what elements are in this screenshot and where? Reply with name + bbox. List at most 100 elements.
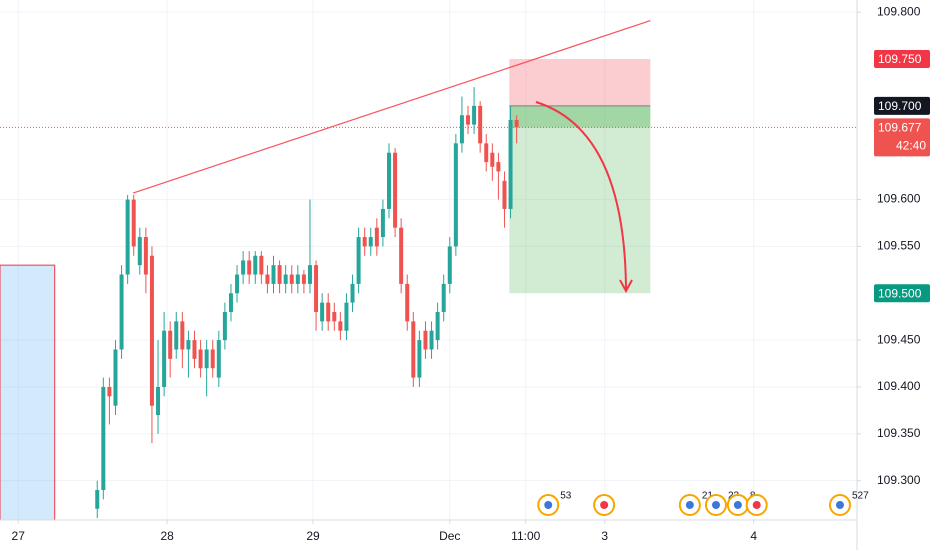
candle-body	[490, 152, 495, 167]
level-label-box	[874, 96, 930, 115]
candle-body	[484, 143, 489, 163]
candle-body	[156, 386, 161, 416]
y-tick-label: 109.800	[877, 4, 921, 18]
candle-body	[301, 274, 306, 284]
stop-zone	[509, 59, 651, 106]
candle-body	[393, 152, 398, 228]
level-label-box	[874, 50, 930, 69]
candle-body	[502, 180, 507, 209]
candle-body	[113, 349, 118, 406]
candle-body	[326, 302, 331, 322]
event-dot	[835, 501, 844, 509]
candle-body	[508, 119, 513, 209]
candle-body	[380, 208, 385, 238]
candle-body	[314, 265, 319, 312]
candle-body	[496, 162, 501, 172]
candle-body	[168, 330, 173, 359]
x-tick-label: 29	[306, 529, 320, 543]
candle-body	[386, 152, 391, 209]
candle-body	[162, 330, 167, 387]
candle-body	[459, 115, 464, 144]
event-dot	[752, 501, 761, 509]
y-tick-label: 109.400	[877, 379, 921, 393]
candle-body	[283, 274, 288, 284]
candle-body	[472, 105, 477, 125]
candle-body	[253, 255, 258, 275]
candle-body	[149, 255, 154, 406]
candle-body	[441, 283, 446, 312]
candle-body	[241, 260, 246, 275]
candle-body	[374, 227, 379, 247]
event-label: 53	[560, 491, 572, 502]
candle-body	[411, 321, 416, 378]
candle-body	[198, 349, 203, 369]
level-label: 109.750	[878, 52, 922, 66]
x-tick-label: 11:00	[511, 529, 540, 543]
arrow-head	[619, 279, 633, 294]
candle-body	[368, 237, 373, 247]
candle-body	[119, 274, 124, 350]
candle-body	[289, 274, 294, 284]
candle-body	[423, 330, 428, 350]
candle-body	[429, 330, 434, 350]
candle-body	[259, 255, 264, 275]
candle-body	[186, 340, 191, 350]
candle-body	[210, 349, 215, 369]
event-dot	[685, 501, 694, 509]
candle-body	[247, 260, 252, 275]
level-label: 109.700	[878, 99, 922, 113]
level-label-box	[874, 284, 930, 303]
candle-body	[101, 386, 106, 491]
arrow-curve	[535, 101, 627, 291]
candle-body	[344, 302, 349, 331]
candle-body	[222, 312, 227, 341]
x-tick-label: 4	[750, 529, 757, 543]
candle-body	[514, 119, 519, 128]
candle-body	[362, 237, 367, 247]
candle-body	[320, 302, 325, 322]
current-price-label: 109.677	[878, 121, 922, 135]
candle-body	[228, 293, 233, 312]
candle-body	[131, 199, 136, 247]
current-price-box	[874, 118, 930, 157]
x-tick-label: Dec	[439, 529, 460, 543]
event-label: 527	[852, 491, 869, 502]
candle-body	[235, 274, 240, 294]
candle-body	[180, 321, 185, 350]
target-zone	[509, 105, 651, 294]
event-dot	[711, 501, 720, 509]
candle-body	[466, 115, 471, 125]
x-tick-label: 27	[12, 529, 26, 543]
y-tick-label: 109.550	[877, 239, 921, 253]
candle-body	[107, 386, 112, 397]
candle-body	[307, 265, 312, 284]
event-dot	[544, 501, 553, 509]
event-dot	[600, 501, 609, 509]
candle-body	[271, 265, 276, 284]
y-tick-label: 109.300	[877, 473, 921, 487]
x-tick-label: 3	[601, 529, 608, 543]
candle-body	[405, 283, 410, 322]
candle-body	[453, 143, 458, 247]
candle-body	[447, 246, 452, 284]
candle-body	[95, 490, 100, 509]
candle-body	[216, 340, 221, 378]
candle-body	[399, 227, 404, 284]
candle-body	[125, 199, 130, 275]
candle-body	[277, 265, 282, 284]
candle-body	[204, 349, 209, 369]
level-label: 109.500	[878, 286, 922, 300]
candle-body	[137, 237, 142, 266]
event-dot	[733, 501, 742, 509]
plot-area	[0, 0, 857, 521]
rectangle-drawing	[0, 264, 56, 521]
candle-body	[143, 237, 148, 275]
y-tick-label: 109.450	[877, 332, 921, 346]
candle-body	[295, 274, 300, 284]
event-label: 21	[702, 491, 714, 502]
x-tick-label: 28	[160, 529, 174, 543]
candle-body	[350, 283, 355, 303]
candle-body	[174, 321, 179, 350]
